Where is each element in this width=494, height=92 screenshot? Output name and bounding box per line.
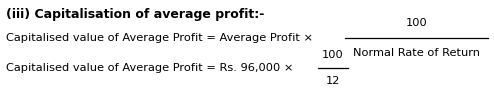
Text: Normal Rate of Return: Normal Rate of Return [353,48,480,58]
Text: Capitalised value of Average Profit = Rs. 96,000 ×: Capitalised value of Average Profit = Rs… [6,63,297,73]
Text: (iii) Capitalisation of average profit:-: (iii) Capitalisation of average profit:- [6,8,264,21]
Text: Capitalised value of Average Profit = Average Profit ×: Capitalised value of Average Profit = Av… [6,33,317,43]
Text: 100: 100 [406,18,427,28]
Text: 100: 100 [322,50,344,60]
Text: 12: 12 [326,76,340,86]
